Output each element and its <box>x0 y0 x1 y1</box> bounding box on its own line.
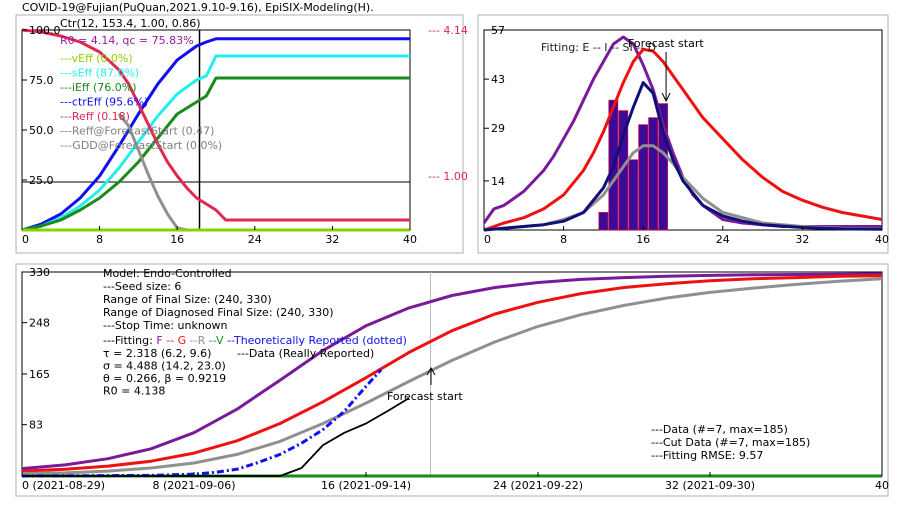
case-bar <box>638 124 649 231</box>
bottom-ytick-label: 330 <box>29 266 50 279</box>
panel-top-right-plot-area <box>483 29 883 231</box>
top-right-ytick-label: 14 <box>491 175 505 188</box>
panel-top-left-header: Ctr(12, 153.4, 1.00, 0.86) <box>60 17 201 30</box>
fitting-legend-part: -- G <box>166 334 189 347</box>
top-left-xtick-label: 8 <box>96 233 103 246</box>
fitting-legend-part: --R <box>190 334 209 347</box>
top-right-xtick-label: 24 <box>716 233 730 246</box>
top-left-xtick-label: 0 <box>22 233 29 246</box>
param-label: σ = 4.488 (14.2, 23.0) <box>103 360 226 373</box>
bottom-forecast-arrow-head <box>426 366 436 376</box>
top-left-xtick-label: 32 <box>325 233 339 246</box>
bottom-xtick-label: 40 <box>875 479 889 492</box>
top-left-xtick-label: 16 <box>170 233 184 246</box>
series-line-Data <box>22 397 410 477</box>
top-left-xtick-label: 40 <box>403 233 417 246</box>
bottom-xtick-label: 24 (2021-09-22) <box>493 479 583 492</box>
series-line-D <box>483 81 883 232</box>
bottom-xtick-label: 0 (2021-08-29) <box>22 479 105 492</box>
fitting-legend-part: F <box>153 334 166 347</box>
right-axis-label: --- 1.00 <box>428 170 468 183</box>
bottom-ytick-label: 83 <box>29 419 43 432</box>
series-line-R <box>21 277 883 475</box>
bottom-ytick-label: 165 <box>29 368 50 381</box>
legend-entry: ---Reff (0.18) <box>60 110 130 123</box>
top-right-ytick-label: 29 <box>491 122 505 135</box>
series-line-iEff <box>21 76 410 232</box>
model-annotation: Range of Final Size: (240, 330) <box>103 293 272 306</box>
model-annotation: ---Seed size: 6 <box>103 280 181 293</box>
fitting-legend-part: --V <box>209 334 227 347</box>
top-right-ytick-label: 57 <box>491 24 505 37</box>
series-line-I <box>483 47 883 232</box>
forecast-arrow-head <box>661 92 671 103</box>
fitting-legend: ---Fitting: F -- G --R --V --Theoretical… <box>103 334 407 347</box>
panel-top-right-frame <box>477 14 889 254</box>
legend-entry: ---Reff@ForecastStart (0.47) <box>60 125 214 138</box>
bottom-xtick-label: 8 (2021-09-06) <box>152 479 235 492</box>
top-right-xtick-label: 8 <box>560 233 567 246</box>
param-label: θ = 0.266, β = 0.9219 <box>103 372 226 385</box>
model-annotation: Range of Diagnosed Final Size: (240, 330… <box>103 306 334 319</box>
top-right-xtick-label: 16 <box>636 233 650 246</box>
stats-label: ---Data (#=7, max=185) <box>651 423 788 436</box>
top-right-xtick-label: 0 <box>484 233 491 246</box>
top-right-xtick-label: 40 <box>875 233 889 246</box>
case-bar <box>628 159 639 231</box>
series-line-F <box>21 272 883 471</box>
case-bar <box>648 117 659 231</box>
top-right-xtick-label: 32 <box>795 233 809 246</box>
series-line-G <box>21 274 883 473</box>
right-axis-label: --- 4.14 <box>428 24 468 37</box>
bottom-forecast-label: Forecast start <box>387 390 463 403</box>
legend-entry: ---iEff (76.0%) <box>60 81 137 94</box>
model-annotation: ---Stop Time: unknown <box>103 319 228 332</box>
top-right-ytick-label: 43 <box>491 73 505 86</box>
top-left-ytick-label: 100.0 <box>29 24 61 37</box>
legend-entry: ---GDD@ForecastStart (0.0%) <box>60 139 222 152</box>
series-line-Reff <box>21 28 410 222</box>
case-bar <box>618 110 629 231</box>
fitting-prefix: ---Fitting: <box>103 334 153 347</box>
param-label: τ = 2.318 (6.2, 9.6) <box>103 347 211 360</box>
top-left-ytick-label: 50.0 <box>29 124 54 137</box>
stats-label: ---Fitting RMSE: 9.57 <box>651 449 763 462</box>
series-line-ctrEff <box>21 37 410 232</box>
case-bar <box>658 103 668 231</box>
param-label: R0 = 4.138 <box>103 385 165 398</box>
top-right-forecast-label: Forecast start <box>628 37 704 50</box>
bottom-ytick-label: 248 <box>29 317 50 330</box>
data-legend-label: ---Data (Really Reported) <box>237 347 374 360</box>
series-line-E <box>482 35 882 228</box>
figure-title: COVID-19@Fujian(PuQuan,2021.9.10-9.16), … <box>22 1 374 14</box>
top-left-xtick-label: 24 <box>248 233 262 246</box>
legend-entry: ---sEff (87.0%) <box>60 67 139 80</box>
model-annotation: Model: Endo-Controlled <box>103 267 232 280</box>
panel-top-left-frame <box>15 14 464 254</box>
top-left-ytick-label: 75.0 <box>29 74 54 87</box>
top-left-ytick-label: 25.0 <box>29 174 54 187</box>
series-line-sEff <box>21 54 410 232</box>
case-bar <box>598 212 609 231</box>
series-line-SI <box>483 144 883 232</box>
fitting-label: Fitting: E -- I -- SI -- D <box>541 41 656 54</box>
stats-label: ---Cut Data (#=7, max=185) <box>651 436 810 449</box>
r0-label: R0 = 4.14, qc = 75.83% <box>60 34 194 47</box>
legend-entry: ---vEff (0.0%) <box>60 52 133 65</box>
panel-bottom-frame <box>15 263 889 497</box>
bottom-xtick-label: 16 (2021-09-14) <box>321 479 411 492</box>
legend-entry: ---ctrEff (95.6%) <box>60 96 148 109</box>
bottom-xtick-label: 32 (2021-09-30) <box>665 479 755 492</box>
fitting-legend-part: --Theoretically Reported (dotted) <box>227 334 407 347</box>
